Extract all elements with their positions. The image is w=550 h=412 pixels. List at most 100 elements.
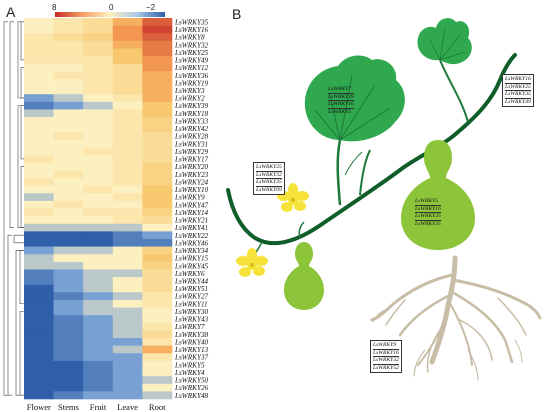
- small-gourd: [284, 242, 324, 310]
- heatmap-cell: [24, 383, 54, 392]
- heatmap-cell: [24, 246, 54, 255]
- row-label: LsWRKY50: [174, 377, 209, 385]
- heatmap-cell: [112, 238, 143, 247]
- heatmap-cell: [83, 261, 114, 270]
- heatmap-cell: [142, 208, 173, 217]
- heatmap-cell: [24, 391, 54, 400]
- column-label: Flower: [27, 402, 51, 412]
- heatmap-cell: [83, 216, 114, 225]
- row-label: LsWRKY47: [174, 201, 209, 209]
- heatmap-cell: [53, 33, 84, 42]
- row-label: LsWRKY21: [174, 217, 208, 225]
- heatmap-cell: [53, 292, 84, 301]
- heatmap-cell: [53, 109, 84, 118]
- row-label: LsWRKY34: [174, 247, 209, 255]
- heatmap-cell: [83, 193, 114, 202]
- heatmap-cell: [83, 101, 114, 110]
- heatmap-cell: [142, 162, 173, 171]
- heatmap-cell: [53, 132, 84, 141]
- row-label: LsWRKY10: [174, 186, 209, 194]
- heatmap-cell: [112, 284, 143, 293]
- gene-label: LsWRKY25: [505, 83, 531, 92]
- heatmap-cell: [53, 117, 84, 125]
- row-label: LsWRKY51: [174, 285, 208, 293]
- heatmap-cell: [112, 132, 143, 141]
- heatmap-cell: [53, 56, 84, 65]
- heatmap-cell: [24, 368, 54, 377]
- heatmap-cell: [24, 200, 54, 209]
- heatmap-cell: [112, 94, 143, 103]
- heatmap-cell: [142, 124, 173, 133]
- dendrogram-branch: [20, 166, 24, 228]
- row-label: LsWRKY43: [174, 316, 209, 324]
- heatmap-cell: [142, 101, 173, 110]
- heatmap-cell: [53, 216, 84, 225]
- heatmap-cell: [24, 48, 54, 57]
- heatmap-cell: [83, 208, 114, 217]
- heatmap-cell: [24, 208, 54, 217]
- heatmap-cell: [53, 315, 84, 324]
- heatmap-cell: [112, 200, 143, 209]
- heatmap-cell: [112, 109, 143, 118]
- row-label: LsWRKY4: [174, 369, 205, 377]
- heatmap-cell: [83, 368, 114, 377]
- heatmap-cell: [24, 360, 54, 369]
- heatmap-cell: [53, 25, 84, 34]
- heatmap-cell: [142, 254, 173, 263]
- panel-b-label: B: [232, 6, 242, 22]
- heatmap-column-labels: Flower Stems Fruit Leave Root: [27, 402, 166, 412]
- heatmap-cell: [83, 40, 114, 49]
- row-label: LsWRKY36: [174, 72, 209, 80]
- heatmap-cell: [53, 208, 84, 217]
- heatmap-cell: [24, 124, 54, 133]
- heatmap-cell: [142, 277, 173, 285]
- heatmap-cell: [53, 299, 84, 308]
- heatmap-cell: [83, 78, 114, 87]
- row-label: LsWRKY32: [174, 41, 209, 49]
- heatmap-cell: [24, 261, 54, 270]
- gene-label: LsWRKY16: [505, 76, 531, 84]
- heatmap-cell: [53, 307, 84, 316]
- heatmap-cell: [142, 338, 173, 346]
- heatmap-cell: [53, 345, 84, 354]
- heatmap-cell: [24, 254, 54, 263]
- row-label: LsWRKY18: [174, 110, 209, 118]
- gene-label: LsWRKY9: [373, 342, 399, 350]
- gene-label: LsWRKY39: [328, 93, 354, 102]
- heatmap-cell: [142, 155, 173, 164]
- heatmap-cell: [83, 338, 114, 346]
- heatmap-cell: [142, 383, 173, 392]
- row-label: LsWRKY40: [174, 338, 209, 346]
- heatmap-cell: [112, 155, 143, 164]
- heatmap-cell: [112, 33, 143, 42]
- heatmap-cell: [53, 48, 84, 57]
- heatmap-cell: [53, 383, 84, 392]
- dendrogram-branch: [19, 250, 24, 305]
- heatmap-cell: [53, 322, 84, 331]
- heatmap-cell: [142, 86, 173, 95]
- heatmap-cell: [24, 94, 54, 103]
- dendrogram-branch: [3, 21, 8, 396]
- heatmap-cell: [24, 353, 54, 362]
- heatmap-cell: [142, 170, 173, 179]
- left-stem-gene-box: LsWRKY25 LsWRKY32 LsWRKY35 LsWRKY09: [253, 162, 285, 196]
- row-label: LsWRKY29: [174, 148, 209, 156]
- row-label: LsWRKY30: [174, 308, 209, 316]
- heatmap-cell: [112, 86, 143, 95]
- heatmap-cell: [142, 94, 173, 103]
- heatmap-cell: [112, 78, 143, 87]
- row-label: LsWRKY37: [174, 354, 209, 362]
- heatmap-cell: [53, 63, 84, 72]
- heatmap-cell: [24, 292, 54, 301]
- vine: [226, 53, 517, 246]
- gene-label: LsWRKY49: [505, 98, 531, 105]
- heatmap-cell: [24, 277, 54, 285]
- gene-label: LsWRKY52: [373, 364, 399, 371]
- heatmap-cell: [142, 147, 173, 156]
- heatmap-cell: [83, 94, 114, 103]
- panel-a-label: A: [6, 4, 16, 20]
- heatmap-cell: [112, 48, 143, 57]
- heatmap-cell: [112, 353, 143, 362]
- heatmap-cell: [24, 25, 54, 34]
- heatmap-cell: [24, 223, 54, 232]
